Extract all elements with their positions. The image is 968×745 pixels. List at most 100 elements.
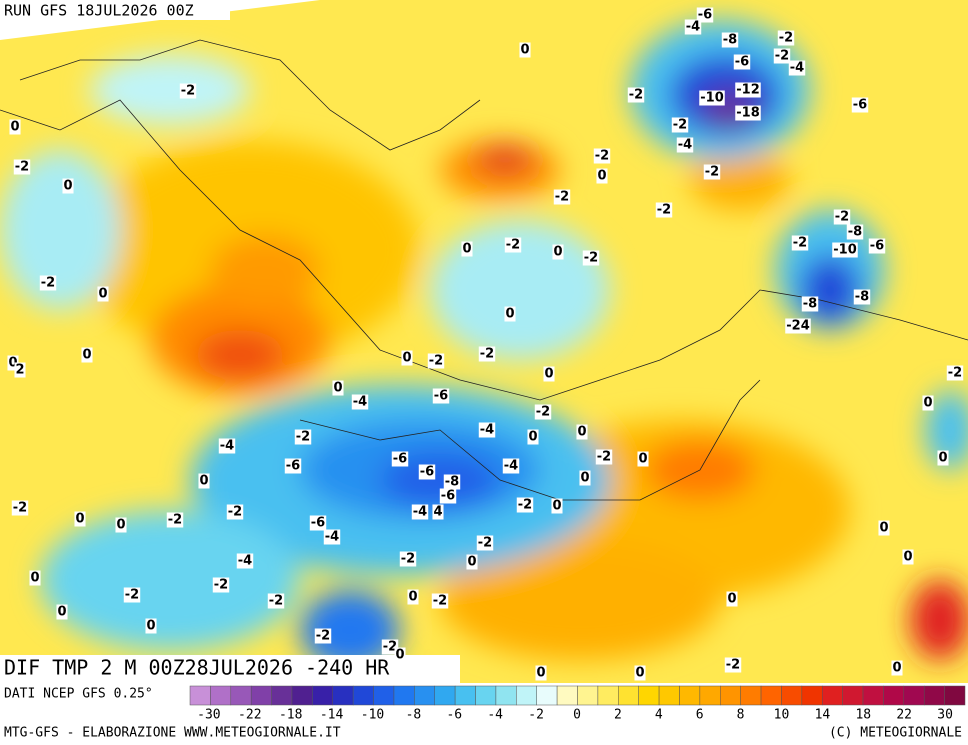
label-bg xyxy=(627,87,645,103)
contour-label: 0 xyxy=(75,512,84,527)
contour-label: 0 xyxy=(467,555,476,570)
contour-label: -2 xyxy=(181,84,195,99)
contour-label: 0 xyxy=(199,474,208,489)
label-bg xyxy=(391,451,409,467)
legend-tick-label: 6 xyxy=(696,708,704,723)
label-bg xyxy=(11,500,29,516)
contour-label: -2 xyxy=(228,505,242,520)
label-bg xyxy=(218,438,236,454)
label-bg xyxy=(401,350,413,366)
contour-label: -2 xyxy=(518,498,532,513)
contour-label: -8 xyxy=(848,225,862,240)
label-bg xyxy=(721,32,739,48)
legend-tick-label: -8 xyxy=(406,708,422,723)
contour-label: 0 xyxy=(116,518,125,533)
contour-label: 0 xyxy=(903,550,912,565)
contour-label: -6 xyxy=(420,465,434,480)
contour-label: 0 xyxy=(635,666,644,681)
label-bg xyxy=(431,593,449,609)
contour-label: -8 xyxy=(855,290,869,305)
label-bg xyxy=(655,202,673,218)
label-bg xyxy=(314,628,332,644)
label-bg xyxy=(534,404,552,420)
contour-label: -2 xyxy=(433,594,447,609)
legend-swatch xyxy=(740,685,762,706)
contour-label: 0 xyxy=(580,471,589,486)
label-bg xyxy=(527,429,539,445)
contour-label: -2 xyxy=(478,536,492,551)
contour-label: -8 xyxy=(803,297,817,312)
label-bg xyxy=(478,422,496,438)
legend-tick-label: -4 xyxy=(487,708,503,723)
label-bg xyxy=(502,458,520,474)
label-bg xyxy=(439,488,457,504)
label-bg xyxy=(878,520,890,536)
label-bg xyxy=(14,362,26,378)
label-bg xyxy=(634,665,646,681)
contour-label: -2 xyxy=(13,501,27,516)
contour-label: 0 xyxy=(57,605,66,620)
label-bg xyxy=(309,515,327,531)
label-bg xyxy=(699,90,725,106)
contour-label: 0 xyxy=(462,242,471,257)
label-bg xyxy=(846,224,864,240)
contour-label: 0 xyxy=(63,179,72,194)
contour-label: -2 xyxy=(536,405,550,420)
legend-tick-label: -14 xyxy=(320,708,344,723)
contour-label: -2 xyxy=(555,190,569,205)
label-bg xyxy=(891,660,903,676)
label-bg xyxy=(579,470,591,486)
legend-tick-label: -6 xyxy=(446,708,462,723)
legend-swatch xyxy=(862,685,884,706)
label-bg xyxy=(478,346,496,362)
legend-swatch xyxy=(495,685,517,706)
label-bg xyxy=(461,241,473,257)
contour-label: -6 xyxy=(441,489,455,504)
label-bg xyxy=(516,497,534,513)
title-box xyxy=(0,655,460,683)
contour-label: 0 xyxy=(520,43,529,58)
contour-label: 0 xyxy=(544,367,553,382)
legend-swatch xyxy=(373,685,395,706)
label-bg xyxy=(637,451,649,467)
contour-label: 0 xyxy=(8,356,17,371)
legend-tick-label: 18 xyxy=(855,708,871,723)
legend-tick-label: -2 xyxy=(528,708,544,723)
label-bg xyxy=(418,464,436,480)
legend-swatch xyxy=(760,685,782,706)
contour-label: -2 xyxy=(480,347,494,362)
header-box xyxy=(0,0,230,20)
legend-swatch xyxy=(454,685,476,706)
label-bg xyxy=(332,380,344,396)
label-bg xyxy=(236,553,254,569)
legend-swatch xyxy=(250,685,272,706)
contour-label: -6 xyxy=(434,389,448,404)
contour-label: 0 xyxy=(408,590,417,605)
contour-label: -4 xyxy=(325,530,339,545)
label-bg xyxy=(166,512,184,528)
contour-label: 0 xyxy=(333,381,342,396)
contour-label: 0 xyxy=(505,307,514,322)
legend-swatch xyxy=(618,685,639,706)
legend-swatch xyxy=(720,685,741,706)
legend-swatch xyxy=(923,685,945,706)
contour-label: -6 xyxy=(393,452,407,467)
contour-label: -2 xyxy=(705,165,719,180)
contour-label: 0 xyxy=(892,661,901,676)
contour-label: -6 xyxy=(853,98,867,113)
contour-label: -2 xyxy=(214,578,228,593)
legend-swatch xyxy=(475,685,497,706)
legend-swatch xyxy=(332,685,354,706)
legend-swatch xyxy=(801,685,823,706)
footer-right: (C) METEOGIORNALE xyxy=(829,726,962,741)
label-bg xyxy=(394,647,406,663)
contour-label: 0 xyxy=(10,120,19,135)
contour-label: 0 xyxy=(552,499,561,514)
contour-label: -6 xyxy=(286,459,300,474)
label-bg xyxy=(432,504,444,520)
contour-label: -2 xyxy=(595,149,609,164)
legend-swatch xyxy=(679,685,701,706)
contour-label: -4 xyxy=(504,459,518,474)
label-bg xyxy=(733,54,751,70)
